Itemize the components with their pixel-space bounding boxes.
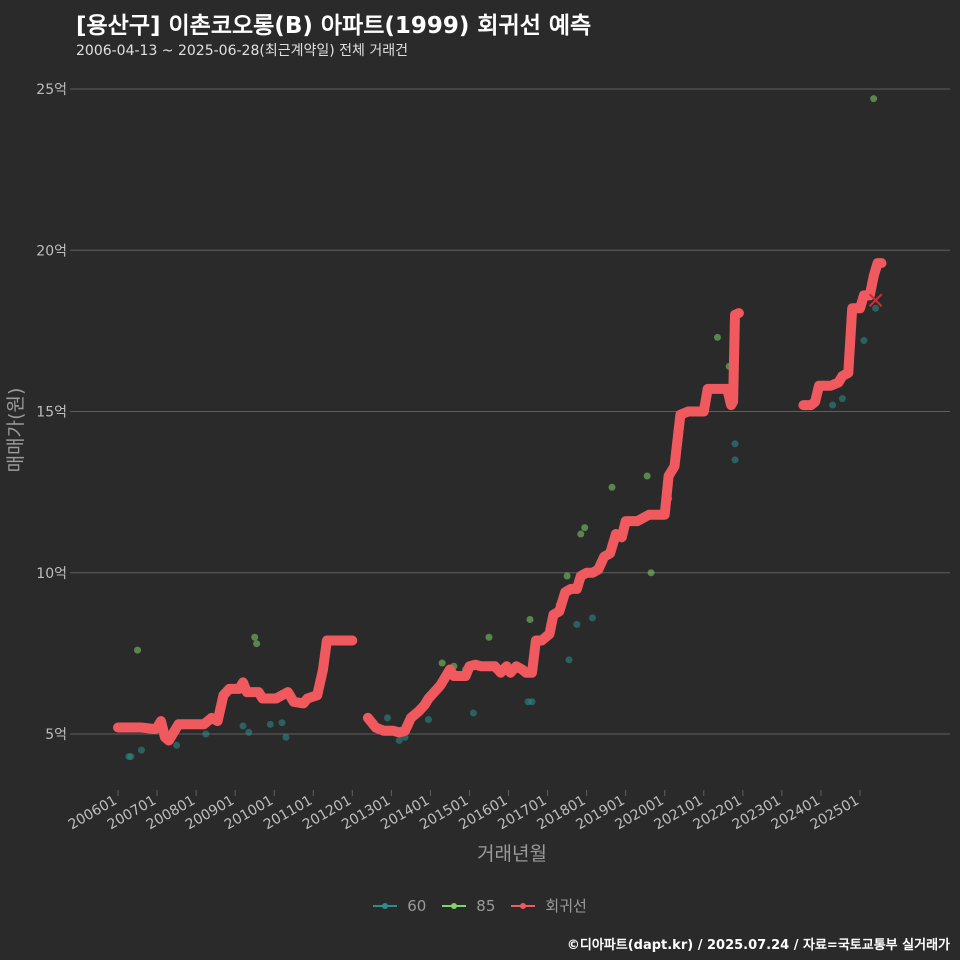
- point-60: [395, 736, 403, 744]
- regression-line-segment-3: [798, 258, 887, 411]
- point-60: [266, 720, 274, 728]
- point-85: [251, 633, 259, 641]
- point-60: [573, 620, 581, 628]
- point-85: [577, 530, 585, 538]
- point-60: [424, 715, 432, 723]
- x-axis-ticks: 2006012007012008012009012010012011012012…: [66, 790, 862, 833]
- point-60: [829, 401, 837, 409]
- point-85: [485, 633, 493, 641]
- point-60: [127, 753, 135, 761]
- point-60: [731, 456, 739, 464]
- y-tick-label: 10억: [36, 566, 67, 582]
- y-tick-label: 5억: [45, 727, 67, 743]
- x-axis-label: 거래년월: [477, 843, 547, 865]
- point-60: [838, 395, 846, 403]
- point-60: [731, 440, 739, 448]
- point-60: [173, 741, 181, 749]
- point-60: [872, 304, 880, 312]
- point-60: [860, 337, 868, 345]
- scatter-points: [125, 95, 880, 761]
- y-tick-label: 15억: [36, 405, 67, 421]
- point-85: [713, 333, 721, 341]
- chart-title: [용산구] 이촌코오롱(B) 아파트(1999) 회귀선 예측: [76, 13, 592, 39]
- source-caption: ©디아파트(dapt.kr) / 2025.07.24 / 자료=국토교통부 실…: [566, 938, 950, 953]
- point-60: [137, 746, 145, 754]
- regression-line-segment-1: [113, 635, 358, 746]
- y-axis-label: 매매가(원): [5, 388, 27, 473]
- chart-subtitle: 2006-04-13 ~ 2025-06-28(최근계약일) 전체 거래건: [76, 43, 408, 59]
- point-60: [239, 722, 247, 730]
- legend-label-60: 60: [407, 896, 427, 915]
- point-85: [134, 646, 142, 654]
- prediction-x-marker: [868, 293, 883, 308]
- point-85: [563, 572, 571, 580]
- point-60: [528, 698, 536, 706]
- legend-key-regression: [511, 899, 536, 913]
- legend-item-85[interactable]: 85: [442, 897, 495, 915]
- point-60: [469, 709, 477, 717]
- prediction-marker: [868, 293, 883, 308]
- y-tick-label: 20억: [36, 243, 67, 259]
- point-85: [643, 472, 651, 480]
- legend-label-regression: 회귀선: [545, 897, 587, 915]
- point-60: [282, 733, 290, 741]
- point-60: [588, 614, 596, 622]
- point-85: [253, 640, 261, 648]
- point-60: [383, 714, 391, 722]
- regression-line: [113, 258, 887, 746]
- legend-item-60[interactable]: 60: [373, 897, 426, 915]
- legend-item-regression[interactable]: 회귀선: [511, 895, 587, 916]
- grid-lines: [75, 88, 950, 735]
- point-60: [202, 730, 210, 738]
- y-tick-label: 25억: [36, 82, 67, 98]
- point-85: [647, 569, 655, 577]
- legend-label-85: 85: [476, 896, 496, 915]
- legend: 60 85 회귀선: [0, 895, 960, 916]
- point-60: [565, 656, 573, 664]
- point-60: [278, 719, 286, 727]
- regression-line-segment-2: [362, 308, 744, 738]
- legend-key-85: [442, 899, 467, 913]
- legend-key-60: [373, 899, 398, 913]
- point-85: [581, 524, 589, 532]
- point-85: [608, 483, 616, 491]
- point-85: [870, 95, 878, 103]
- point-60: [245, 728, 253, 736]
- y-axis-ticks: 5억 10억 15억 20억 25억: [36, 82, 75, 743]
- point-85: [438, 659, 446, 667]
- point-85: [526, 616, 534, 624]
